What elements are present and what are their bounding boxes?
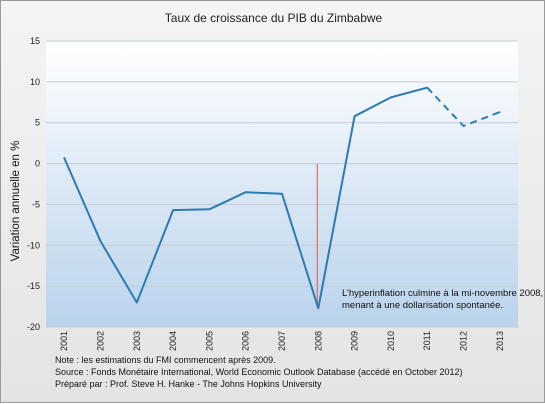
x-tick-label: 2005 xyxy=(204,331,214,351)
data-point xyxy=(426,86,429,89)
x-tick-label: 2007 xyxy=(277,331,287,351)
data-point xyxy=(281,193,283,195)
data-point xyxy=(317,307,320,310)
chart-footer: Note : les estimations du FMI commencent… xyxy=(55,354,463,390)
series-gdp-growth xyxy=(63,86,501,310)
data-point xyxy=(462,125,465,127)
footer-source: Source : Fonds Monétaire International, … xyxy=(55,367,463,377)
y-tick-label: -5 xyxy=(32,199,40,209)
x-tick-label: 2012 xyxy=(459,331,469,351)
data-point xyxy=(390,96,392,99)
y-tick-label: -15 xyxy=(27,281,40,291)
annotation-line-1: L’hyperinflation culmine à la mi-novembr… xyxy=(342,288,543,299)
data-point xyxy=(208,208,211,211)
x-tick-label: 2008 xyxy=(313,331,323,351)
x-tick-label: 2004 xyxy=(168,331,178,351)
y-tick-labels: 15 10 5 0 -5 -10 -15 -20 xyxy=(27,36,40,332)
y-tick-label: 0 xyxy=(35,159,40,169)
x-tick-labels: 2001 2002 2003 2004 2005 2006 2007 2008 2009 2010… xyxy=(59,331,505,351)
y-tick-label: 15 xyxy=(30,36,40,46)
x-tick-label: 2009 xyxy=(350,331,360,351)
x-tick-label: 2006 xyxy=(241,331,251,351)
data-point xyxy=(99,240,102,242)
footer-note: Note : les estimations du FMI commencent… xyxy=(55,355,276,365)
y-tick-label: -10 xyxy=(27,240,40,250)
footer-prepared-by: Préparé par : Prof. Steve H. Hanke - The… xyxy=(55,379,322,389)
data-point xyxy=(63,157,65,159)
annotation-line-2: menant à une dollarisation spontanée. xyxy=(342,300,503,311)
data-point xyxy=(135,301,138,304)
data-point xyxy=(499,111,501,113)
x-tick-label: 2011 xyxy=(422,331,432,350)
data-point xyxy=(244,191,247,193)
x-tick-label: 2003 xyxy=(132,331,142,351)
x-tick-label: 2001 xyxy=(59,331,69,351)
y-tick-label: -20 xyxy=(27,322,40,332)
plot-area xyxy=(46,41,518,327)
grid-lines xyxy=(46,40,518,328)
data-point xyxy=(172,209,174,211)
y-tick-label: 10 xyxy=(30,77,40,87)
x-tick-label: 2013 xyxy=(495,331,505,351)
y-tick-label: 5 xyxy=(35,118,40,128)
x-tick-label: 2010 xyxy=(386,331,396,351)
chart-title: Taux de croissance du PIB du Zimbabwe xyxy=(164,11,383,25)
x-tick-label: 2002 xyxy=(95,331,105,351)
data-point xyxy=(353,115,356,117)
